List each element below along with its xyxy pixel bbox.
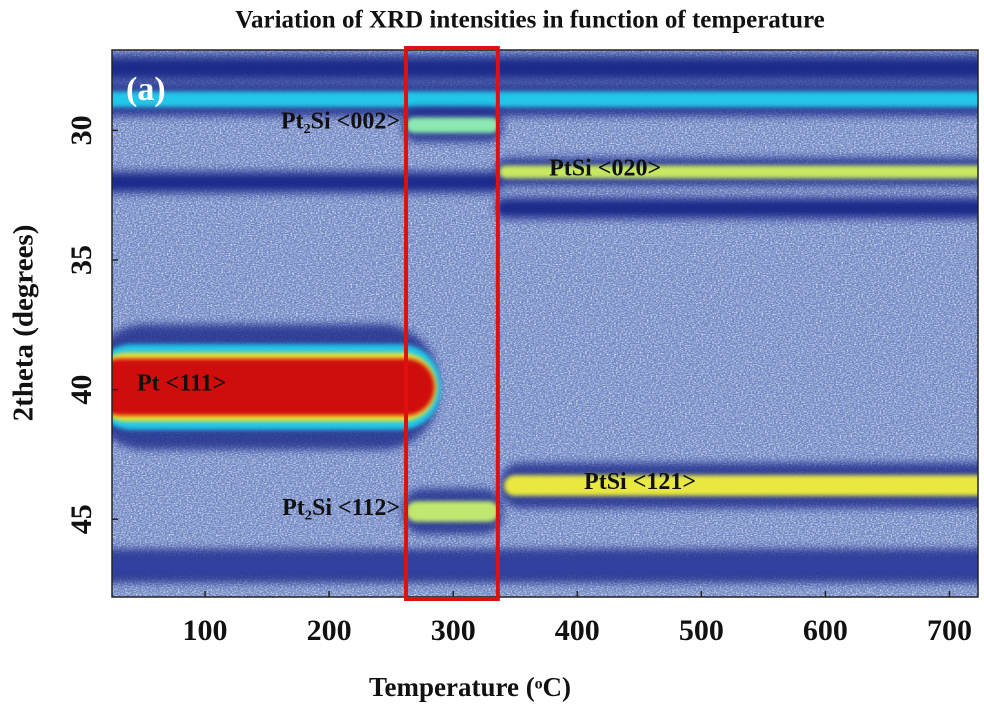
x-tick-label: 700 [927,614,972,647]
y-tick-label: 45 [65,504,98,534]
y-tick-label: 35 [65,245,98,275]
y-axis-label: 2theta (degrees) [8,225,40,422]
x-tick-label: 500 [679,614,724,647]
x-tick-label: 200 [307,614,352,647]
band-label: Pt <111> [137,371,226,397]
band [499,165,978,179]
band-label: PtSi <121> [584,469,696,495]
noise-texture [112,50,978,597]
band [499,202,978,214]
plot-frame [111,49,979,598]
x-tick-label: 100 [183,614,228,647]
band [112,91,978,108]
highlight-box [404,46,500,601]
plot-area [112,50,978,597]
chart-title: Variation of XRD intensities in function… [235,7,825,34]
y-tick-label: 30 [65,115,98,145]
band [406,501,500,522]
band [112,558,978,574]
y-tick-label: 40 [65,375,98,405]
x-tick-label: 400 [555,614,600,647]
band [112,358,435,416]
band [504,475,978,496]
x-tick-label: 300 [431,614,476,647]
band [406,117,500,133]
band-label: Pt₂Si <112> [282,495,400,521]
panel-label: (a) [126,71,166,108]
band-label: PtSi <020> [549,155,661,181]
band-label: Pt₂Si <002> [281,109,400,135]
band [112,61,978,75]
x-axis-label: Temperature (ᵒC) [369,672,571,702]
band [112,177,500,188]
x-tick-label: 600 [803,614,848,647]
